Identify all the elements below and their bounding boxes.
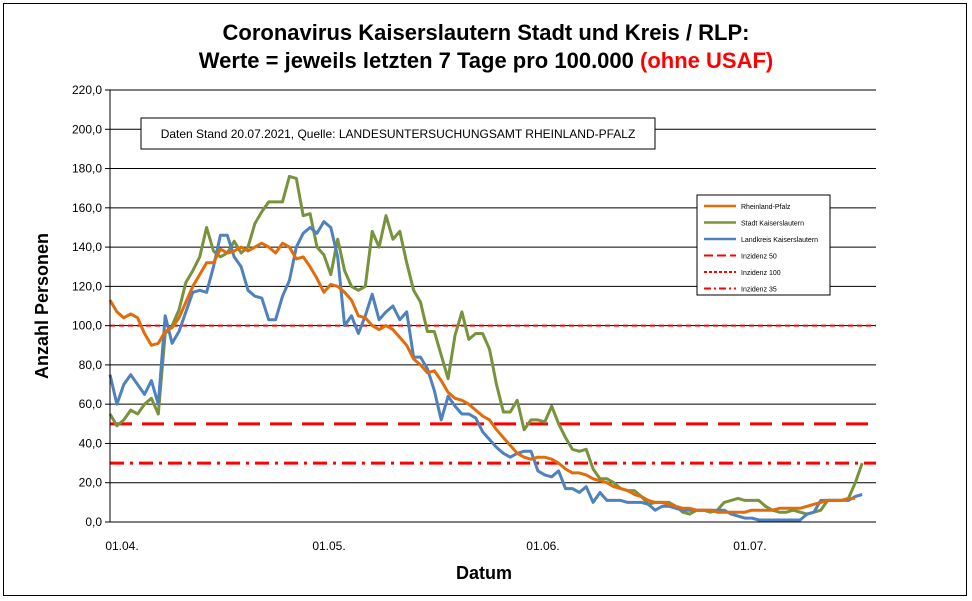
x-tick-label: 01.05.: [312, 539, 345, 553]
series-line: [108, 241, 856, 514]
y-tick-label: 60,0: [79, 397, 103, 411]
legend-label: Stadt Kaiserslautern: [741, 221, 804, 228]
chart-title-line2-main: Werte = jeweils letzten 7 Tage pro 100.0…: [198, 48, 634, 73]
y-tick-label: 100,0: [72, 319, 102, 333]
y-tick-label: 140,0: [72, 240, 102, 254]
legend-label: Landkreis Kaiserslautern: [741, 237, 818, 244]
legend-label: Inzidenz 35: [741, 287, 777, 294]
x-tick-label: 01.04.: [105, 539, 138, 553]
y-axis-label: Anzahl Personen: [32, 233, 52, 379]
legend: Rheinland-Pfalz Stadt Kaiserslautern Landk…: [696, 194, 831, 296]
series-lines: [108, 174, 864, 522]
x-axis-label: Datum: [456, 563, 512, 583]
y-tick-label: 220,0: [72, 83, 102, 97]
chart-title-line2: Werte = jeweils letzten 7 Tage pro 100.0…: [0, 48, 972, 74]
series-line: [108, 174, 864, 516]
y-axis-ticks: 0,0 20,0 40,0 60,0 80,0 100,0 120,0 140,0 160,0 1…: [72, 83, 110, 529]
y-tick-label: 40,0: [79, 436, 103, 450]
annotation-box: Daten Stand 20.07.2021, Quelle: LANDESUN…: [140, 117, 656, 150]
chart-title-line1: Coronavirus Kaiserslautern Stadt und Kre…: [222, 20, 750, 45]
annotation-text: Daten Stand 20.07.2021, Quelle: LANDESUN…: [161, 127, 636, 141]
legend-label: Rheinland-Pfalz: [741, 204, 791, 211]
legend-box: [696, 194, 831, 296]
y-tick-label: 160,0: [72, 201, 102, 215]
y-tick-label: 200,0: [72, 122, 102, 136]
x-tick-label: 01.06.: [526, 539, 559, 553]
y-tick-label: 80,0: [79, 358, 103, 372]
chart-frame: [3, 3, 967, 596]
chart-title-highlight: (ohne USAF): [640, 48, 774, 73]
y-tick-label: 20,0: [79, 476, 103, 490]
y-tick-label: 120,0: [72, 279, 102, 293]
x-axis-ticks: 01.04. 01.05. 01.06. 01.07.: [105, 539, 766, 553]
legend-label: Inzidenz 100: [741, 270, 781, 277]
legend-label: Inzidenz 50: [741, 254, 777, 261]
x-tick-label: 01.07.: [733, 539, 766, 553]
y-tick-label: 0,0: [85, 515, 102, 529]
reference-lines: [110, 324, 876, 465]
series-line: [108, 220, 863, 522]
y-tick-label: 180,0: [72, 162, 102, 176]
